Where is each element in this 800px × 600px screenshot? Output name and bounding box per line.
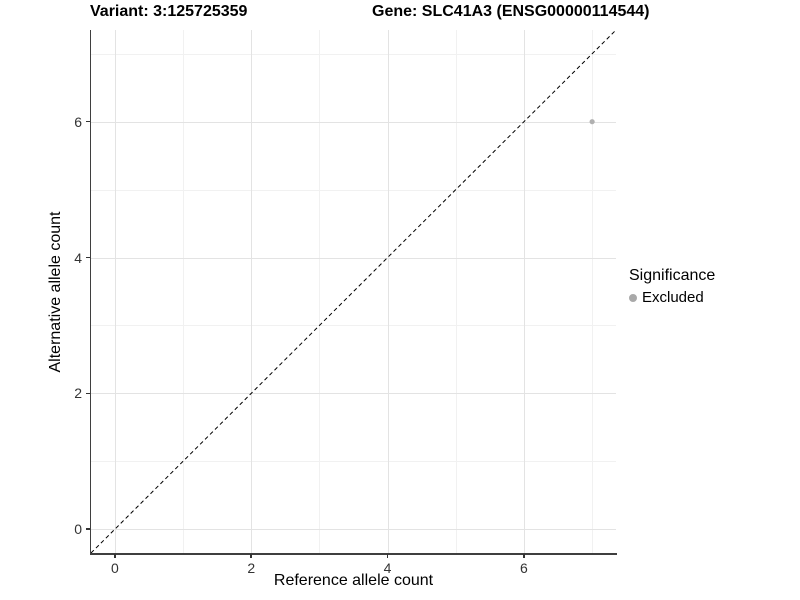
x-tick-label: 6 bbox=[520, 560, 528, 576]
gridline-vertical-minor bbox=[183, 30, 185, 553]
gridline-horizontal-minor bbox=[91, 53, 616, 55]
gridline-horizontal-minor bbox=[91, 325, 616, 327]
legend: Significance Excluded bbox=[629, 266, 715, 306]
chart-title-variant: Variant: 3:125725359 bbox=[90, 3, 248, 20]
y-tick-mark bbox=[85, 120, 90, 123]
gridline-horizontal-minor bbox=[91, 189, 616, 191]
gridline-vertical-major bbox=[251, 30, 253, 553]
x-tick-label: 0 bbox=[110, 560, 119, 576]
plot-canvas bbox=[91, 30, 616, 553]
legend-point-icon bbox=[629, 293, 637, 302]
y-axis-line bbox=[89, 30, 91, 555]
legend-title: Significance bbox=[629, 267, 716, 284]
y-tick-label: 4 bbox=[74, 249, 82, 266]
gridline-horizontal-minor bbox=[91, 461, 616, 463]
legend-item-label: Excluded bbox=[642, 289, 704, 306]
x-tick-mark bbox=[250, 554, 252, 558]
y-tick-label: 0 bbox=[74, 521, 82, 538]
x-tick-mark bbox=[386, 554, 389, 558]
gridline-horizontal-major bbox=[91, 257, 616, 259]
legend-item-excluded: Excluded bbox=[629, 289, 715, 306]
gridline-horizontal-major bbox=[91, 121, 616, 123]
x-tick-mark bbox=[114, 554, 116, 558]
y-tick-label: 6 bbox=[74, 113, 82, 130]
x-tick-label: 4 bbox=[383, 560, 392, 576]
gridline-vertical-major bbox=[114, 30, 116, 553]
y-axis-title: Alternative allele count bbox=[47, 211, 64, 373]
y-tick-label: 2 bbox=[74, 385, 82, 402]
chart-title-gene: Gene: SLC41A3 (ENSG00000114544) bbox=[372, 3, 650, 20]
gridline-vertical-minor bbox=[319, 30, 321, 553]
x-tick-label: 2 bbox=[247, 560, 256, 576]
y-tick-mark bbox=[85, 528, 90, 530]
plot-panel bbox=[91, 30, 616, 553]
y-tick-mark bbox=[85, 256, 90, 259]
x-axis-line bbox=[89, 553, 617, 555]
y-tick-mark bbox=[85, 392, 90, 395]
identity-reference-line bbox=[91, 30, 616, 553]
gridline-vertical-minor bbox=[455, 30, 457, 553]
gridline-horizontal-major bbox=[91, 529, 616, 531]
data-point bbox=[589, 119, 595, 125]
gridline-vertical-major bbox=[387, 30, 389, 553]
gridline-vertical-major bbox=[523, 30, 525, 553]
gridline-horizontal-major bbox=[91, 393, 616, 395]
x-tick-mark bbox=[523, 554, 525, 558]
gridline-vertical-minor bbox=[592, 30, 594, 553]
x-axis-title: Reference allele count bbox=[273, 572, 434, 589]
